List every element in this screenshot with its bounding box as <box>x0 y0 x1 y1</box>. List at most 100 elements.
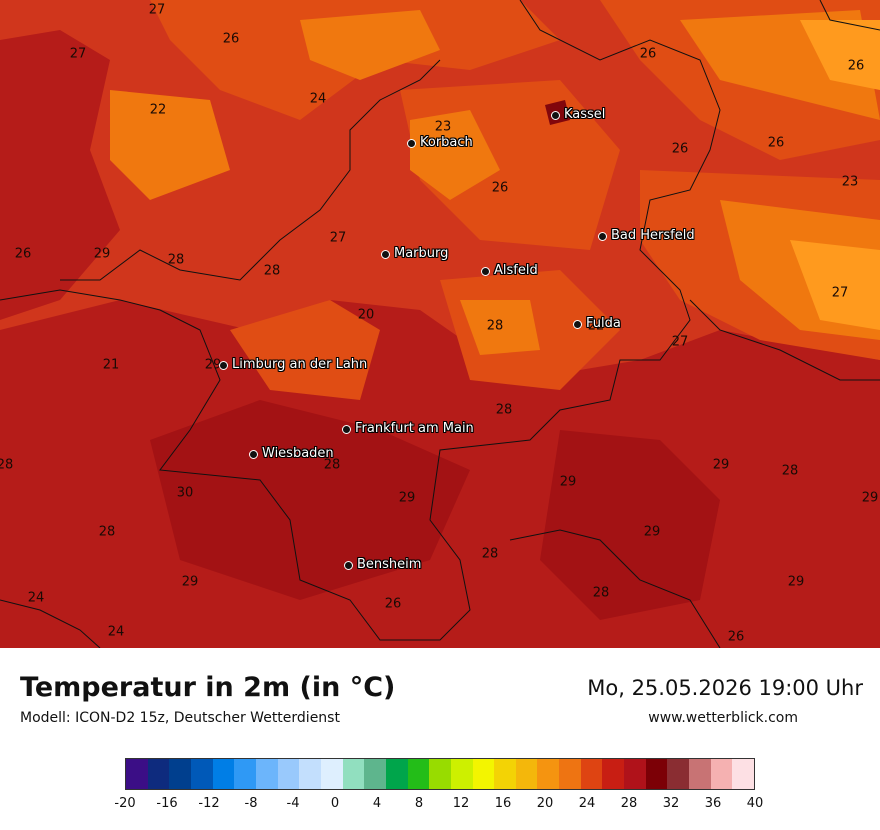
temperature-value: 26 <box>491 180 509 196</box>
temperature-map: 27 26 27 26 26 24 22 23 26 26 26 23 26 27 29 28 28 27 20 28… <box>0 0 880 648</box>
legend-tick-label: 0 <box>330 796 340 811</box>
city-label: Fulda <box>586 316 621 331</box>
city-dot-icon <box>598 232 607 241</box>
legend-swatch <box>407 759 430 789</box>
legend-swatch <box>450 759 473 789</box>
zone-cool-west <box>110 90 230 200</box>
temperature-value: 28 <box>98 524 116 540</box>
legend-tick-label: 12 <box>452 796 470 811</box>
city-label: Korbach <box>420 135 473 150</box>
legend-swatch <box>342 759 365 789</box>
map-title: Temperatur in 2m (in °C) <box>20 672 396 703</box>
temperature-value: 29 <box>204 357 222 373</box>
legend-tick-label: 36 <box>704 796 722 811</box>
legend-swatch <box>537 759 560 789</box>
city-label: Wiesbaden <box>262 446 334 461</box>
temperature-value: 26 <box>847 58 865 74</box>
temperature-value: 29 <box>398 490 416 506</box>
legend-tick-label: 8 <box>414 796 424 811</box>
model-source: Modell: ICON-D2 15z, Deutscher Wetterdie… <box>20 710 340 726</box>
temperature-value: 29 <box>181 574 199 590</box>
temperature-value: 23 <box>841 174 859 190</box>
zone-coolest-east <box>790 240 880 330</box>
state-border-6 <box>819 0 880 31</box>
temperature-value: 27 <box>671 334 689 350</box>
temperature-value: 28 <box>781 463 799 479</box>
legend-swatch <box>169 759 191 789</box>
temperature-value: 27 <box>831 285 849 301</box>
legend-swatch <box>667 759 690 789</box>
legend-swatch <box>126 759 148 789</box>
city-label: Limburg an der Lahn <box>232 357 368 372</box>
city-dot-icon <box>573 320 582 329</box>
zone-hot-core-2 <box>540 430 720 620</box>
legend-tick-label: 24 <box>578 796 596 811</box>
temperature-value: 22 <box>149 102 167 118</box>
zone-cool-center <box>410 110 500 200</box>
temperature-value: 27 <box>69 46 87 62</box>
temperature-value: 28 <box>167 252 185 268</box>
zone-cool-alsfeld <box>460 300 540 355</box>
zone-coolest-northeast <box>800 20 880 90</box>
city-dot-icon <box>481 267 490 276</box>
temperature-value: 26 <box>767 135 785 151</box>
legend-swatch <box>364 759 386 789</box>
legend-swatch <box>710 759 733 789</box>
temperature-value: 24 <box>107 624 125 640</box>
temperature-value: 26 <box>14 246 32 262</box>
city-label: Bad Hersfeld <box>611 228 695 243</box>
temperature-value: 29 <box>787 574 805 590</box>
legend-tick-label: -4 <box>286 796 300 811</box>
legend-swatch <box>212 759 235 789</box>
city-dot-icon <box>551 111 560 120</box>
temperature-value: 26 <box>639 46 657 62</box>
legend-swatch <box>320 759 343 789</box>
state-border-5 <box>0 599 101 648</box>
city-dot-icon <box>407 139 416 148</box>
temperature-value: 28 <box>323 457 341 473</box>
legend-swatch <box>732 759 755 789</box>
zone-cool-north <box>300 10 440 80</box>
city-label: Kassel <box>564 107 606 122</box>
temperature-map-canvas <box>0 0 880 648</box>
temperature-value: 28 <box>0 457 14 473</box>
legend-tick-label: -8 <box>244 796 258 811</box>
temperature-value: 27 <box>329 230 347 246</box>
city-label: Alsfeld <box>494 263 538 278</box>
zone-hot-core <box>150 400 470 600</box>
temperature-value: 28 <box>592 585 610 601</box>
legend-swatch <box>277 759 300 789</box>
city-dot-icon <box>249 450 258 459</box>
state-border-4 <box>509 529 721 648</box>
legend-swatch <box>689 759 711 789</box>
city-dot-icon <box>342 425 351 434</box>
temperature-value: 20 <box>357 307 375 323</box>
temperature-value: 28 <box>263 263 281 279</box>
legend-tick-label: 32 <box>662 796 680 811</box>
legend-tick-label: -16 <box>156 796 178 811</box>
legend-swatch <box>255 759 278 789</box>
temperature-value: 26 <box>222 31 240 47</box>
legend-swatch <box>234 759 256 789</box>
city-dot-icon <box>219 361 228 370</box>
temperature-value: 28 <box>495 402 513 418</box>
city-label: Frankfurt am Main <box>355 421 474 436</box>
temperature-value: 29 <box>861 490 879 506</box>
city-label: Marburg <box>394 246 449 261</box>
temperature-value: 26 <box>384 596 402 612</box>
temperature-value: 29 <box>712 457 730 473</box>
temperature-value: 21 <box>102 357 120 373</box>
state-border-2 <box>60 59 441 281</box>
color-legend-ticks: -20 -16 -12 -8 -4 0 4 8 12 16 20 24 28 32 36 40 <box>114 796 763 816</box>
temperature-value: 24 <box>309 91 327 107</box>
temperature-value: 30 <box>176 485 194 501</box>
zone-mid-west <box>230 300 380 400</box>
city-dot-icon <box>381 250 390 259</box>
temperature-value: 29 <box>93 246 111 262</box>
zone-hot-west <box>0 30 120 320</box>
website-link[interactable]: www.wetterblick.com <box>648 710 798 726</box>
legend-swatch <box>429 759 451 789</box>
color-legend-bar <box>125 758 755 790</box>
legend-swatch <box>515 759 538 789</box>
legend-swatch <box>147 759 170 789</box>
